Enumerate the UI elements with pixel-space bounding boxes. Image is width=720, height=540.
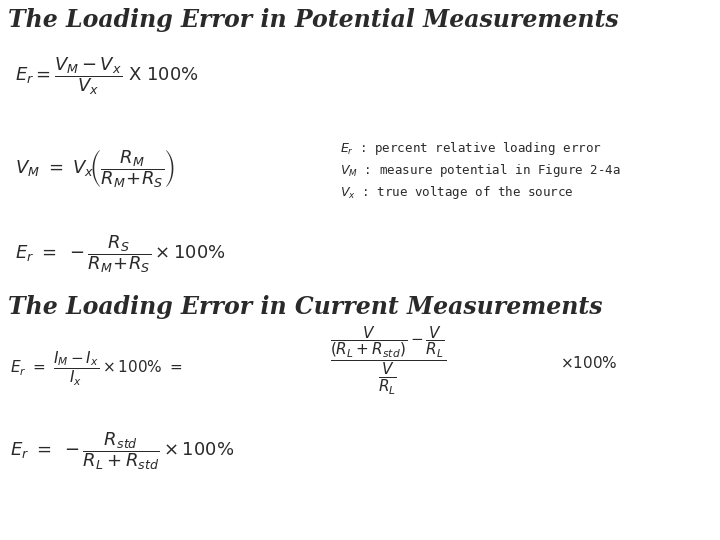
Text: $E_r = \dfrac{V_M - V_x}{V_x}\ \mathrm{X}\ 100\%$: $E_r = \dfrac{V_M - V_x}{V_x}\ \mathrm{X… [15, 55, 199, 97]
Text: $\times 100\%$: $\times 100\%$ [560, 355, 618, 371]
Text: $E_r\ =\ \dfrac{I_M - I_x}{I_x}\times 100\%\ =$: $E_r\ =\ \dfrac{I_M - I_x}{I_x}\times 10… [10, 350, 182, 388]
Text: $\dfrac{\dfrac{V}{(R_L+R_{std})} - \dfrac{V}{R_L}}{\dfrac{V}{R_L}}$: $\dfrac{\dfrac{V}{(R_L+R_{std})} - \dfra… [330, 325, 446, 397]
Text: $E_r\ =\ -\dfrac{R_{std}}{R_L + R_{std}}\times 100\%$: $E_r\ =\ -\dfrac{R_{std}}{R_L + R_{std}}… [10, 430, 235, 471]
Text: The Loading Error in Current Measurements: The Loading Error in Current Measurement… [8, 295, 603, 319]
Text: $V_M$ : measure potential in Figure 2-4a: $V_M$ : measure potential in Figure 2-4a [340, 162, 621, 179]
Text: $V_x$ : true voltage of the source: $V_x$ : true voltage of the source [340, 184, 574, 201]
Text: $E_r\ =\ -\dfrac{R_S}{R_M\!+\!R_S}\times 100\%$: $E_r\ =\ -\dfrac{R_S}{R_M\!+\!R_S}\times… [15, 233, 226, 275]
Text: The Loading Error in Potential Measurements: The Loading Error in Potential Measureme… [8, 8, 618, 32]
Text: $E_r$ : percent relative loading error: $E_r$ : percent relative loading error [340, 140, 602, 157]
Text: $V_M\ =\ V_x\!\left(\dfrac{R_M}{R_M\!+\!R_S}\right)$: $V_M\ =\ V_x\!\left(\dfrac{R_M}{R_M\!+\!… [15, 148, 175, 190]
